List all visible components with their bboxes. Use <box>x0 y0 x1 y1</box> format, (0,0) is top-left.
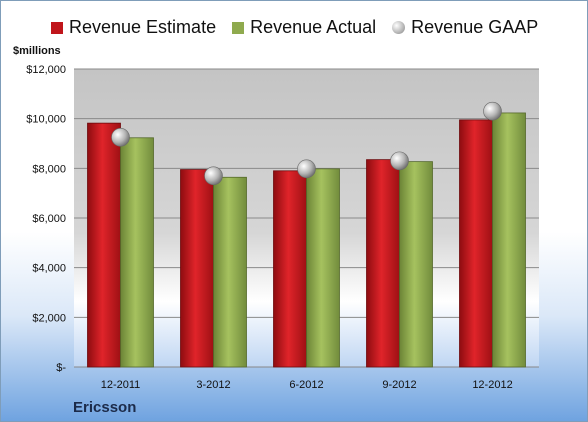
x-axis-ticks: 12-2011 3-2012 6-2012 9-2012 12-2012 <box>101 379 513 391</box>
legend-item-actual: Revenue Actual <box>232 17 376 38</box>
legend-item-estimate: Revenue Estimate <box>51 17 216 38</box>
bar-revenue-estimate <box>87 122 121 368</box>
bar-revenue-actual <box>120 137 154 368</box>
legend-swatch-gaap <box>392 21 406 34</box>
marker-revenue-gaap <box>483 101 502 121</box>
legend-item-gaap: Revenue GAAP <box>392 17 538 38</box>
x-tick-label: 6-2012 <box>289 379 323 391</box>
bar-revenue-estimate <box>459 119 493 368</box>
x-tick-label: 12-2012 <box>472 379 512 391</box>
marker-revenue-gaap <box>204 166 223 186</box>
bar-revenue-estimate <box>180 169 214 368</box>
legend-label-estimate: Revenue Estimate <box>69 17 217 37</box>
bars <box>87 112 526 368</box>
y-tick-label: $12,000 <box>26 64 66 76</box>
x-tick-label: 3-2012 <box>196 379 230 391</box>
legend-swatch-estimate <box>51 21 63 34</box>
y-axis-ticks: $- $2,000 $4,000 $6,000 $8,000 $10,000 $12,000 <box>26 64 66 374</box>
y-tick-label: $- <box>56 362 66 374</box>
bar-revenue-actual <box>399 161 433 368</box>
legend-swatch-actual <box>232 21 245 34</box>
bar-revenue-estimate <box>273 170 307 368</box>
y-tick-label: $4,000 <box>32 263 66 275</box>
bar-revenue-actual <box>306 168 340 368</box>
marker-revenue-gaap <box>111 127 130 147</box>
x-tick-label: 9-2012 <box>382 379 416 391</box>
legend: Revenue Estimate Revenue Actual Revenue … <box>51 17 554 38</box>
y-tick-label: $10,000 <box>26 114 66 126</box>
y-tick-label: $8,000 <box>32 163 66 175</box>
marker-revenue-gaap <box>297 159 316 179</box>
y-tick-label: $6,000 <box>32 213 66 225</box>
y-tick-label: $2,000 <box>32 312 66 324</box>
company-label: Ericsson <box>73 399 137 416</box>
marker-revenue-gaap <box>390 151 409 171</box>
gaap-markers <box>111 101 502 186</box>
bar-revenue-actual <box>213 176 247 368</box>
bar-revenue-actual <box>492 112 526 368</box>
legend-label-actual: Revenue Actual <box>250 17 377 37</box>
y-axis-unit-label: $millions <box>13 45 61 57</box>
bar-revenue-estimate <box>366 159 400 368</box>
x-tick-label: 12-2011 <box>101 379 141 391</box>
legend-label-gaap: Revenue GAAP <box>411 17 539 37</box>
